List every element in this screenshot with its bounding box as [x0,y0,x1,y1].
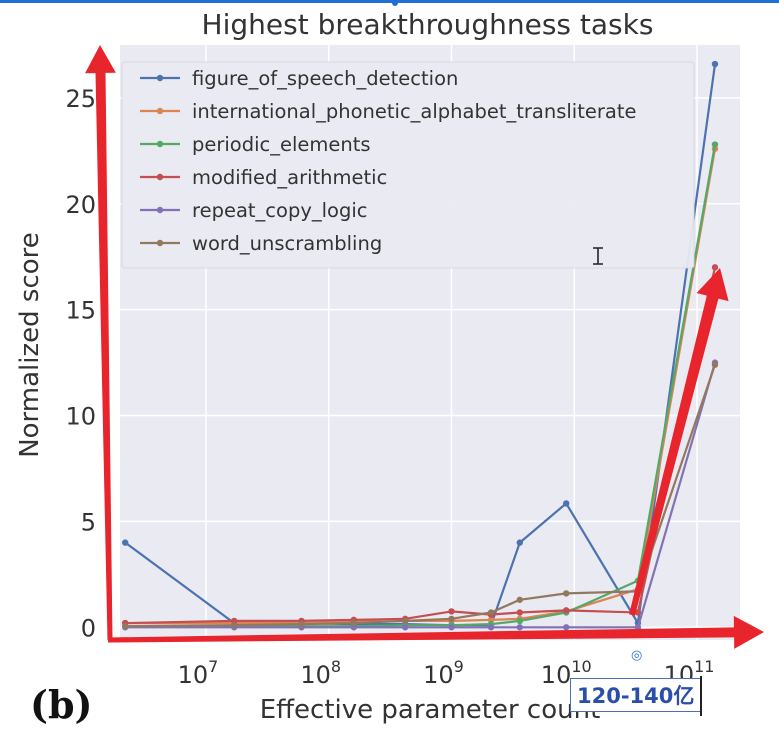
legend-label: figure_of_speech_detection [192,67,458,90]
legend-label: international_phonetic_alphabet_translit… [192,100,636,123]
annotation-arrow [629,268,729,616]
data-point [298,620,305,628]
data-point [563,590,570,597]
data-point [563,624,570,631]
data-point [448,608,455,615]
x-tick-label: 108 [300,657,341,689]
arrow-shape [629,268,729,616]
x-tick-label: 109 [423,657,464,689]
x-axis-label: Effective parameter count [259,695,601,725]
data-point [402,617,409,625]
data-point [122,539,129,546]
arrow-shape [85,45,116,640]
data-point [487,624,495,631]
data-point [516,624,523,631]
data-point [516,609,523,616]
x-tick-label: 1010 [541,657,592,689]
annotation-arrow [85,45,116,640]
arrow-shape [108,615,764,649]
y-tick-label: 5 [81,508,96,536]
y-tick-label: 20 [65,191,96,219]
data-point [634,624,642,631]
legend-marker [156,74,164,82]
data-point [516,539,523,546]
legend-marker [156,239,164,247]
y-tick-label: 10 [65,403,96,431]
top-handle [392,0,398,6]
y-tick-label: 25 [65,85,96,113]
annotation-arrow [108,615,764,649]
legend-label: periodic_elements [192,133,371,156]
x-tick-label: 107 [178,657,219,689]
data-point [448,624,455,631]
top-strip [0,0,779,3]
ibeam-cursor-icon [593,247,603,265]
data-point [122,623,129,630]
data-point [711,361,719,368]
text-cursor [700,676,702,716]
data-point [350,619,357,627]
data-point [563,607,570,614]
data-point [402,624,409,631]
ime-icon: ◎ [631,648,643,663]
data-point [516,617,523,625]
data-point [516,596,523,603]
y-tick-label: 0 [81,614,96,642]
data-point [711,141,719,148]
ime-composition-box[interactable]: 120-140亿 [570,678,701,712]
legend-marker [156,173,164,181]
data-point [231,621,238,629]
legend-marker [156,206,164,214]
legend-marker [156,107,164,115]
legend-box [121,61,695,269]
data-point [634,609,642,616]
legend-label: modified_arithmetic [192,166,387,189]
chart-title: Highest breakthroughness tasks [201,8,654,41]
data-point [711,60,719,68]
data-point [563,500,570,507]
data-point [487,609,495,616]
panel-label: (b) [30,682,93,727]
data-point [448,615,455,623]
legend-label: repeat_copy_logic [192,199,368,222]
data-point [711,264,719,271]
legend-label: word_unscrambling [192,232,382,255]
legend-marker [156,140,164,148]
y-tick-label: 15 [65,297,96,325]
